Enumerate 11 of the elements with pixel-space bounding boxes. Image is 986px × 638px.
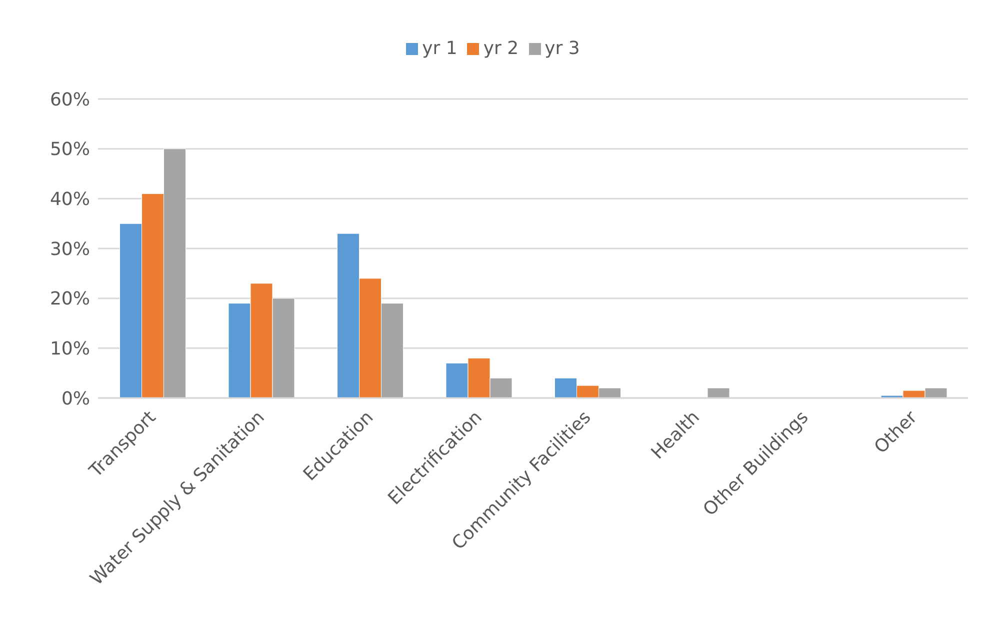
legend-label: yr 2 [483,38,519,59]
legend-label: yr 1 [422,38,458,59]
y-tick-label: 20% [50,288,90,310]
y-tick-label: 0% [61,388,90,410]
y-tick-label: 50% [50,139,90,160]
y-tick-label: 60% [50,89,90,110]
y-tick-label: 10% [50,338,90,360]
legend-label: yr 3 [544,38,580,59]
y-tick-label: 30% [50,238,90,260]
y-tick-label: 40% [50,189,90,210]
bar [707,388,730,398]
